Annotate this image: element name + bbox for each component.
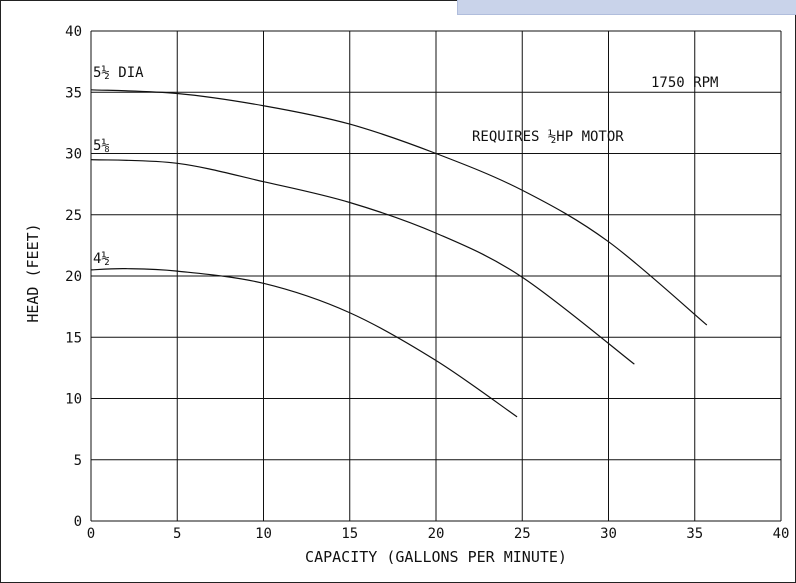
x-tick-label-2: 10 — [255, 526, 272, 542]
curves — [90, 89, 708, 418]
y-tick-label-1: 5 — [74, 453, 82, 469]
y-axis-label: HEAD (FEET) — [24, 223, 42, 322]
y-tick-label-0: 0 — [74, 514, 82, 530]
x-tick-label-8: 40 — [773, 526, 790, 542]
y-tick-label-6: 30 — [65, 147, 82, 163]
x-tick-label-1: 5 — [173, 526, 181, 542]
x-tick-label-5: 25 — [514, 526, 531, 542]
x-tick-label-3: 15 — [341, 526, 358, 542]
motor-annotation: REQUIRES ½HP MOTOR — [472, 129, 624, 145]
series-label-5-1-8: 5⅛ — [93, 138, 110, 154]
y-tick-label-2: 10 — [65, 392, 82, 408]
x-tick-label-4: 20 — [428, 526, 445, 542]
series-line-5-1-2-dia — [90, 89, 708, 326]
rpm-annotation: 1750 RPM — [651, 75, 718, 91]
grid — [90, 30, 782, 522]
x-axis-label: CAPACITY (GALLONS PER MINUTE) — [305, 548, 567, 566]
y-tick-label-5: 25 — [65, 208, 82, 224]
corner-tab — [457, 0, 796, 15]
y-tick-label-7: 35 — [65, 85, 82, 101]
series-line-4-1-2 — [90, 268, 518, 418]
x-tick-label-6: 30 — [600, 526, 617, 542]
series-label-4-1-2: 4½ — [93, 251, 110, 267]
y-tick-label-4: 20 — [65, 269, 82, 285]
y-tick-label-8: 40 — [65, 24, 82, 40]
x-tick-label-7: 35 — [686, 526, 703, 542]
x-tick-label-0: 0 — [87, 526, 95, 542]
y-tick-label-3: 15 — [65, 330, 82, 346]
tick-labels: 0 5 10 15 20 25 30 35 40 0 5 10 15 20 25 30 35 40 — [65, 24, 789, 542]
series-label-5-1-2-dia: 5½ DIA — [93, 65, 144, 81]
series-line-5-1-8 — [90, 159, 635, 365]
